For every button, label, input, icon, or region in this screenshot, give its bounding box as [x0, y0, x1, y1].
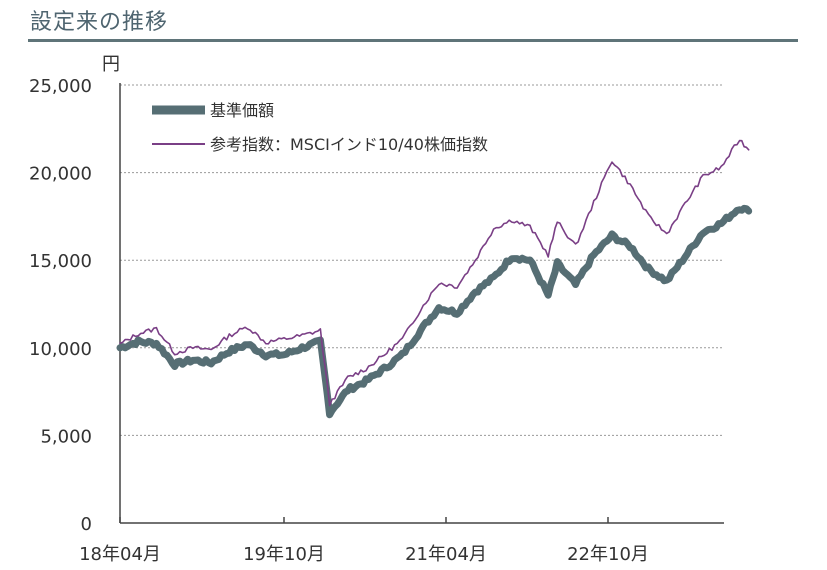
y-tick-label: 15,000 [29, 251, 92, 272]
chart-title: 設定来の推移 [30, 10, 169, 35]
x-tick-label: 21年04月 [405, 544, 487, 565]
axes [119, 83, 724, 524]
x-tick-label: 22年10月 [567, 544, 649, 565]
x-tick-label: 19年10月 [243, 544, 325, 565]
gridlines [120, 84, 724, 436]
legend: 基準価額 参考指数：MSCIインド10/40株価指数 [152, 101, 488, 154]
x-tick-labels: 18年04月 19年10月 21年04月 22年10月 [79, 544, 649, 565]
y-tick-labels: 0 5,000 10,000 15,000 20,000 25,000 [29, 76, 92, 535]
series-benchmark-line [119, 139, 750, 407]
y-axis-unit: 円 [102, 54, 120, 75]
series-fund-line [116, 204, 753, 419]
legend-label-fund: 基準価額 [210, 101, 274, 120]
y-tick-label: 5,000 [40, 426, 92, 447]
title-underline [28, 39, 798, 42]
y-tick-label: 20,000 [29, 164, 92, 185]
y-tick-label: 0 [81, 514, 92, 535]
series-lines [116, 139, 753, 419]
y-tick-label: 25,000 [29, 76, 92, 97]
y-tick-label: 10,000 [29, 339, 92, 360]
legend-label-benchmark: 参考指数：MSCIインド10/40株価指数 [210, 135, 488, 154]
x-tick-label: 18年04月 [79, 544, 161, 565]
